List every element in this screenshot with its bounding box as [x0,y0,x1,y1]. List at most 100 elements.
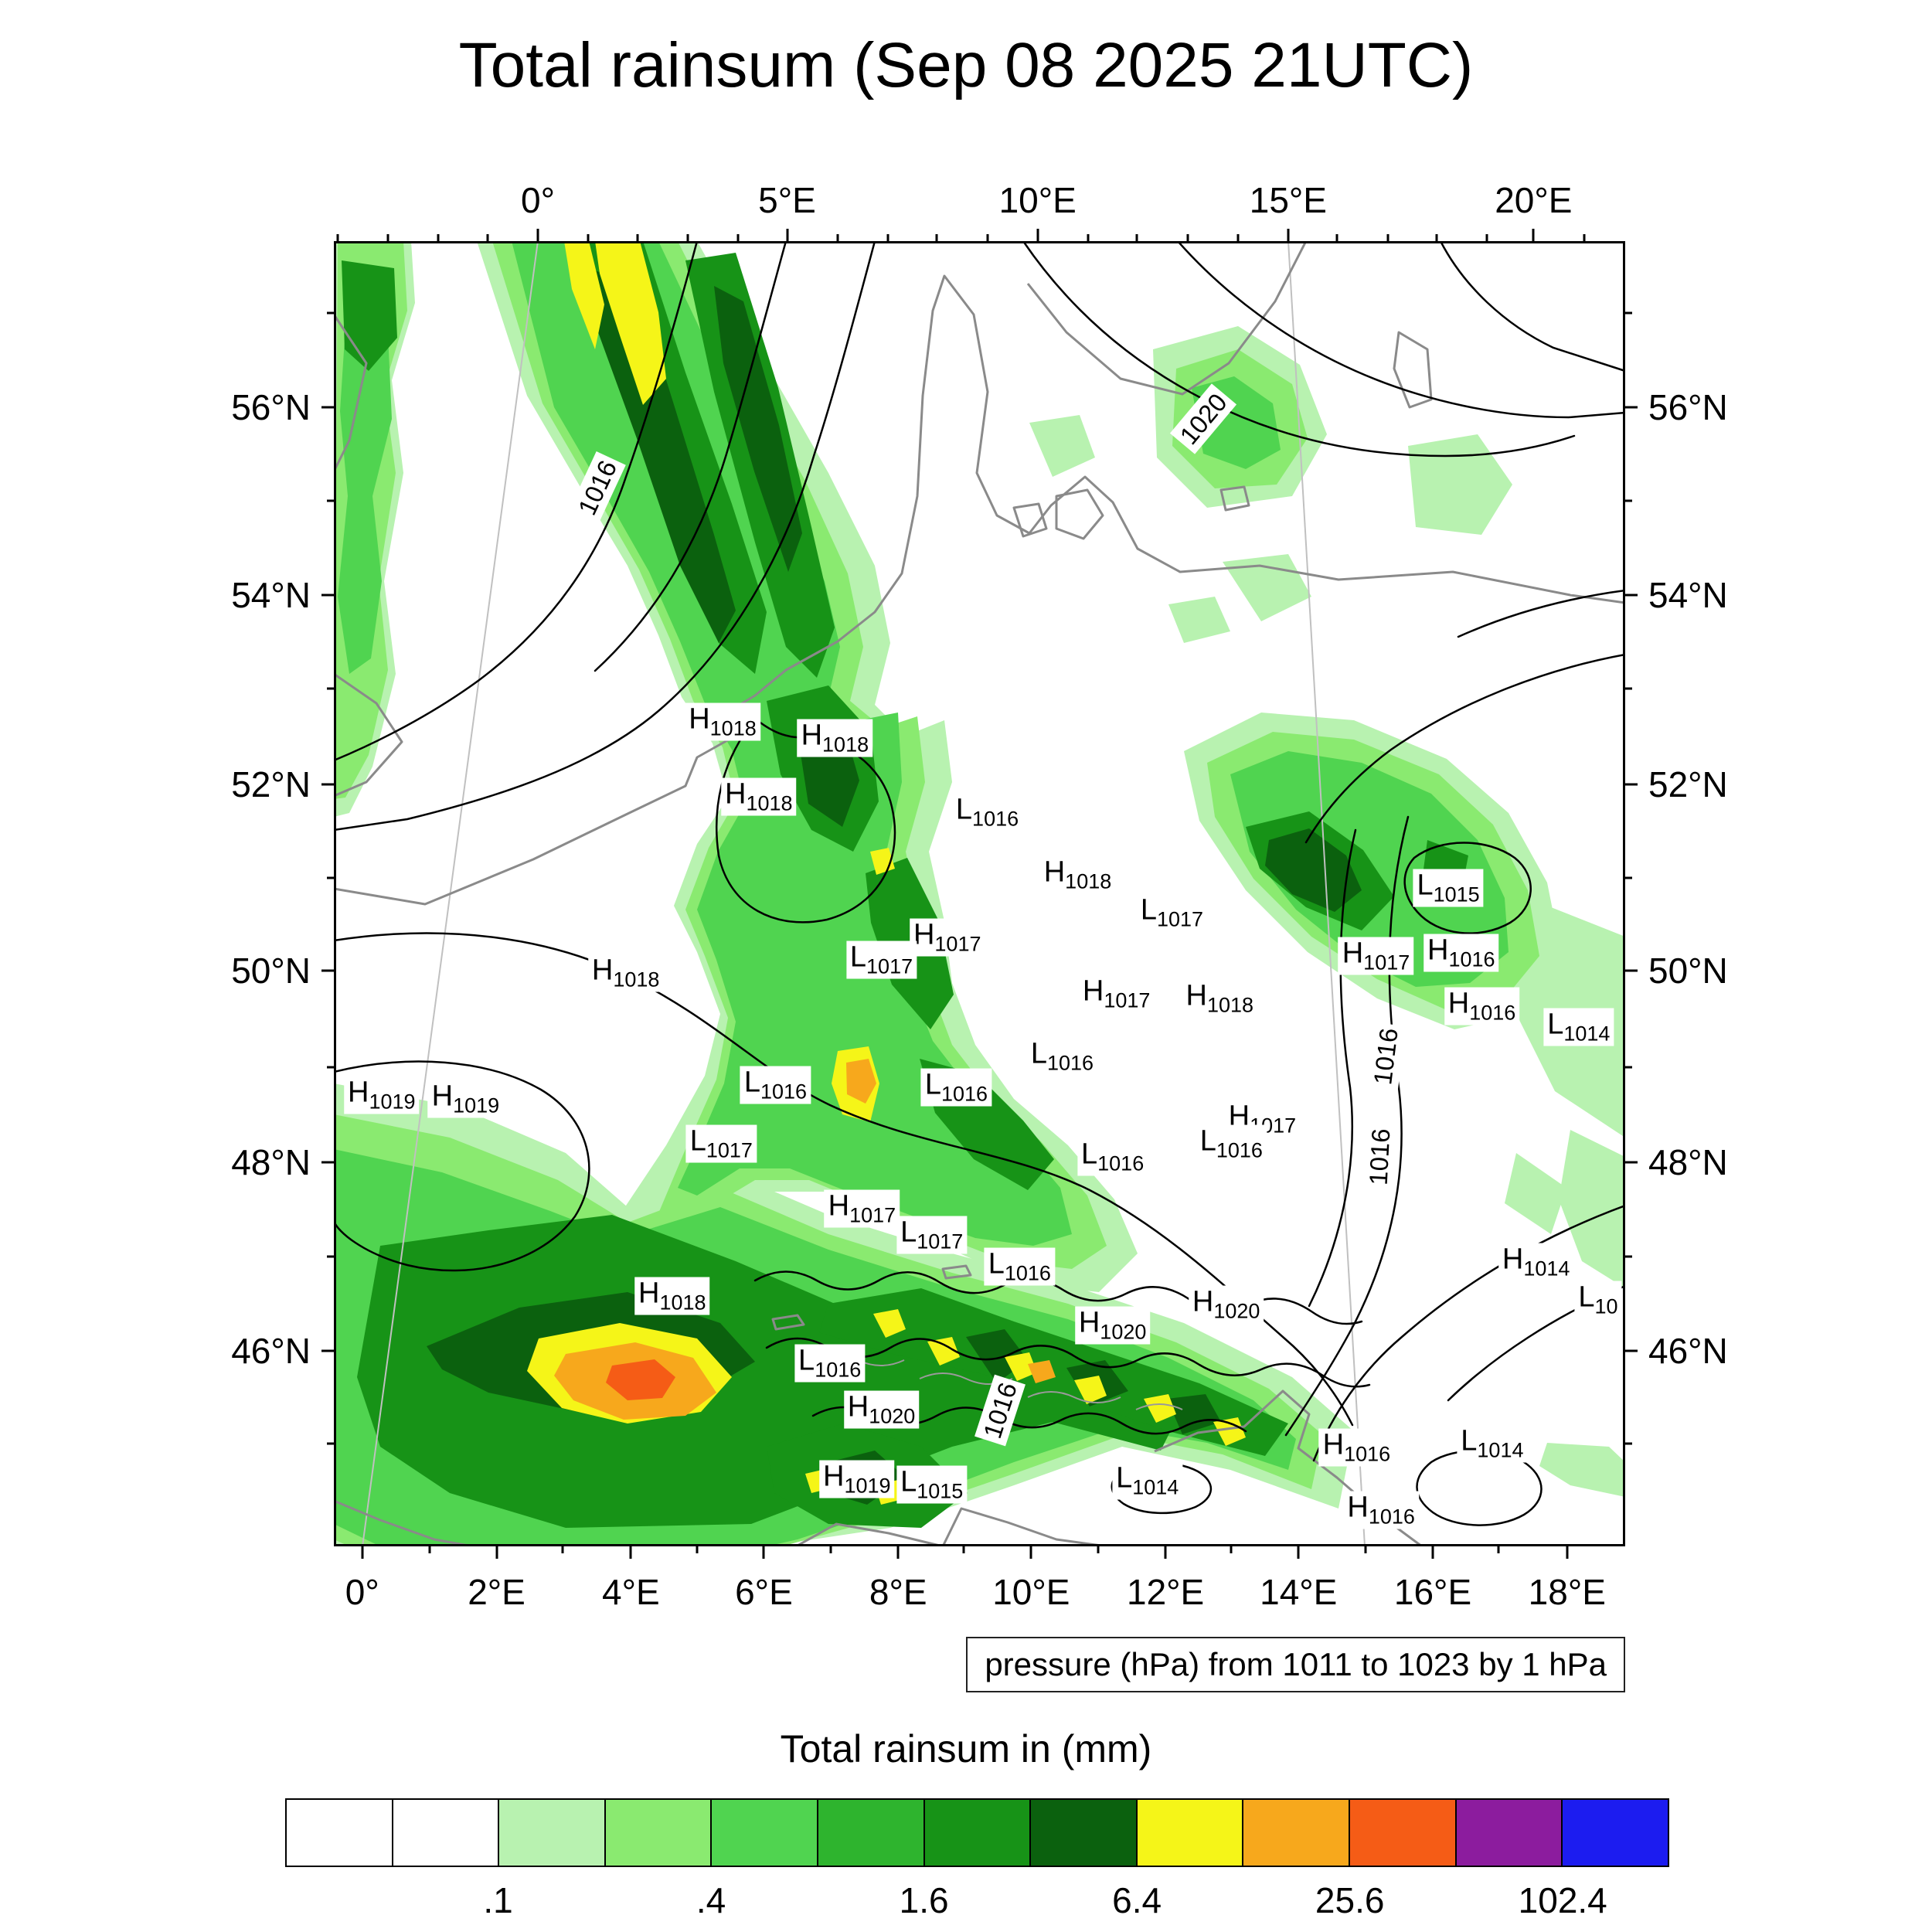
colorbar-tick-label: 6.4 [1112,1880,1162,1920]
axis-minor-tick [1625,499,1632,502]
axis-label: 14°E [1260,1572,1338,1612]
axis-tick [629,1546,632,1559]
axis-label: 50°N [231,951,311,992]
axis-tick [1625,783,1638,786]
axis-minor-tick [1236,234,1240,241]
axis-minor-tick [836,234,839,241]
colorbar-tick-label: .1 [483,1880,513,1920]
axis-label: 12°E [1126,1572,1205,1612]
axis-tick [361,1546,364,1559]
axis-minor-tick [962,1546,965,1553]
axis-minor-tick [327,687,334,690]
precip-red-layer [606,1359,675,1400]
axis-tick [1625,1349,1638,1352]
axis-minor-tick [986,234,989,241]
axis-tick [321,783,334,786]
axis-tick [321,1349,334,1352]
axis-tick [786,229,789,241]
svg-text:1016: 1016 [1364,1128,1396,1185]
axis-tick [321,1161,334,1164]
axis-minor-tick [428,1546,431,1553]
axis-tick [1297,1546,1300,1559]
colorbar-segment [1350,1800,1457,1866]
axis-minor-tick [1497,1546,1500,1553]
axis-label: 20°E [1495,180,1573,220]
svg-text:1016: 1016 [1368,1026,1403,1086]
axis-minor-tick [886,234,889,241]
map-border [334,241,1625,1546]
colorbar-segment [1031,1800,1138,1866]
axis-tick [536,229,539,241]
axis-tick [762,1546,765,1559]
axis-label: 2°E [468,1572,526,1612]
axis-tick [1625,1161,1638,1164]
axis-tick [1029,1546,1032,1559]
colorbar-segment [287,1800,393,1866]
axis-minor-tick [336,234,339,241]
axis-label: 15°E [1249,180,1327,220]
contour-label: 1016 [1366,1022,1406,1091]
axis-tick [1431,1546,1434,1559]
axis-minor-tick [1625,876,1632,879]
axis-tick [321,969,334,972]
axis-tick [1287,229,1290,241]
axis-minor-tick [1625,687,1632,690]
axis-minor-tick [587,234,590,241]
axis-minor-tick [327,876,334,879]
axis-minor-tick [1583,234,1586,241]
axis-minor-tick [1625,311,1632,315]
axis-minor-tick [327,311,334,315]
colorbar-segment [1563,1800,1668,1866]
page-title: Total rainsum (Sep 08 2025 21UTC) [458,30,1474,100]
colorbar-segment [712,1800,819,1866]
colorbar-tick-label: 1.6 [899,1880,949,1920]
axis-tick [1164,1546,1167,1559]
axis-label: 54°N [231,574,311,615]
axis-minor-tick [736,234,740,241]
axis-tick [1625,406,1638,408]
axis-label: 10°E [998,180,1077,220]
isobar-contours [334,241,1625,1526]
axis-label: 54°N [1648,574,1728,615]
axis-minor-tick [829,1546,832,1553]
axis-minor-tick [696,1546,699,1553]
axis-minor-tick [327,1255,334,1258]
colorbar-segment [924,1800,1032,1866]
axis-minor-tick [386,234,389,241]
axis-minor-tick [935,234,938,241]
axis-label: 46°N [231,1330,311,1371]
axis-tick [321,406,334,408]
axis-label: 16°E [1393,1572,1472,1612]
axis-minor-tick [1364,1546,1367,1553]
colorbar-tick-label: 102.4 [1518,1880,1607,1920]
contour-label: 1016 [1361,1123,1398,1191]
axis-tick [896,1546,900,1559]
colorbar-tick-label: .4 [696,1880,726,1920]
precip-vdark-layer [427,268,1362,1505]
axis-tick [1625,969,1638,972]
axis-minor-tick [1087,234,1090,241]
axis-minor-tick [327,1066,334,1069]
colorbar-segment [393,1800,500,1866]
axis-tick [1625,594,1638,597]
colorbar-tick-label: 25.6 [1315,1880,1385,1920]
axis-label: 0° [345,1572,379,1612]
axis-minor-tick [1386,234,1389,241]
axis-minor-tick [1625,1255,1632,1258]
axis-minor-tick [636,234,639,241]
axis-label: 18°E [1528,1572,1606,1612]
axis-tick [495,1546,498,1559]
axis-label: 48°N [1648,1142,1728,1183]
coastlines [334,241,1625,1546]
colorbar-labels: .1 .4 1.6 6.4 25.6 102.4 [285,1879,1669,1926]
axis-minor-tick [1335,234,1338,241]
axis-minor-tick [1435,234,1438,241]
colorbar-segment [818,1800,925,1866]
colorbar-segment [499,1800,606,1866]
axis-label: 5°E [758,180,816,220]
axis-minor-tick [1186,234,1189,241]
axis-label: 52°N [231,764,311,804]
axis-minor-tick [437,234,440,241]
